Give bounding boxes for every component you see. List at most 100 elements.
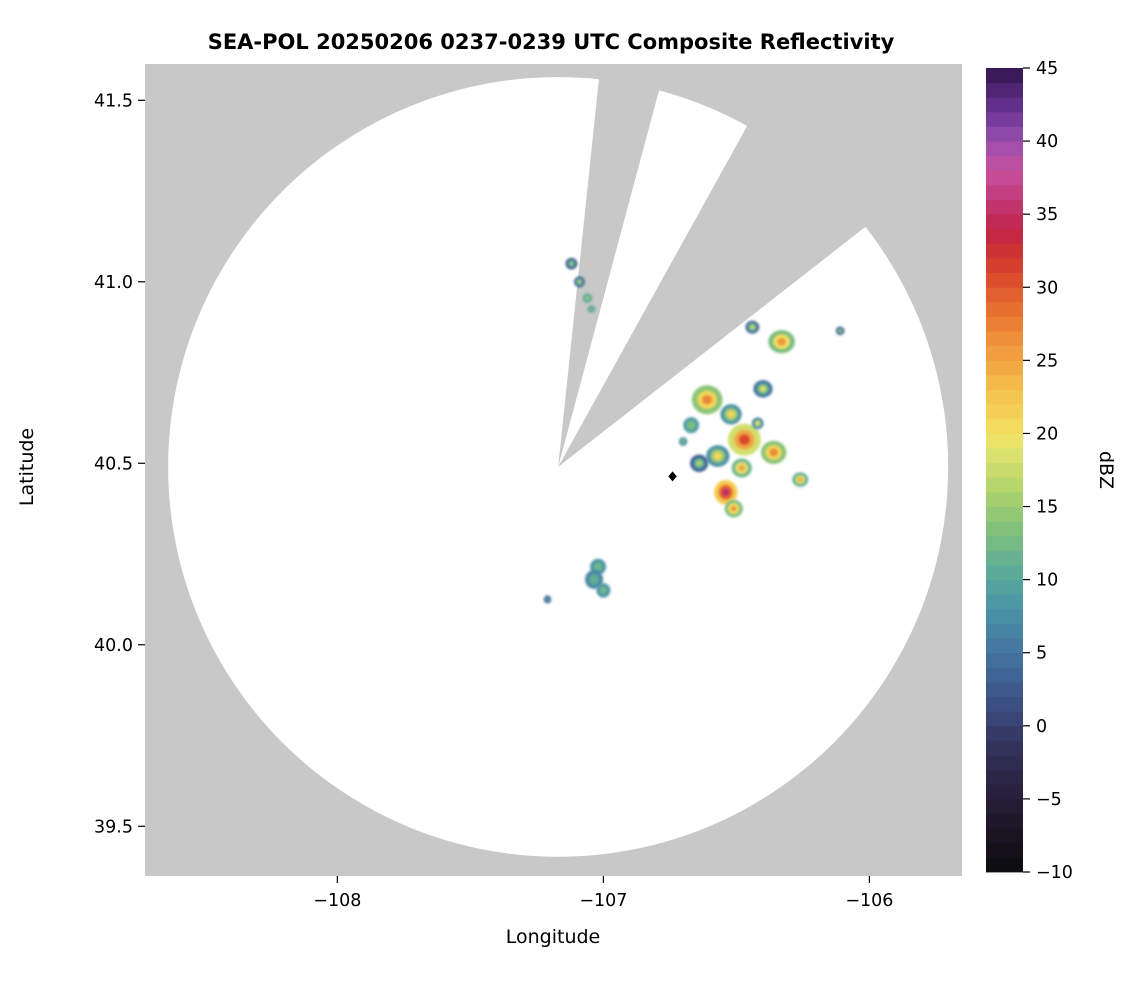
colorbar-band: [986, 418, 1023, 434]
y-axis-label: Latitude: [16, 428, 38, 506]
echo-contour: [769, 448, 778, 457]
colorbar-tick-label: 25: [1036, 351, 1058, 371]
radar-echo: [751, 417, 764, 430]
colorbar-tick-label: 45: [1036, 59, 1058, 79]
colorbar-band: [986, 740, 1023, 756]
radar-echo: [745, 320, 760, 334]
y-tick-label: 41.0: [94, 273, 133, 293]
colorbar-band: [986, 652, 1023, 668]
colorbar-band: [986, 769, 1023, 785]
radar-echo: [678, 437, 688, 446]
echo-contour: [721, 488, 730, 497]
y-tick-label: 40.5: [94, 454, 133, 474]
x-tick-label: −106: [845, 891, 893, 911]
site-marker-icon: [668, 471, 677, 482]
colorbar-band: [986, 287, 1023, 303]
radar-echo: [792, 472, 809, 487]
plot-render-root: −108 −107 −106 39.5 40.0 40.5 41.0 41.5 −10 −5 0 5 1…: [94, 59, 1073, 911]
echo-contour: [838, 329, 842, 333]
radar-echo: [585, 570, 604, 589]
colorbar-band: [986, 594, 1023, 610]
colorbar-band: [986, 725, 1023, 741]
radar-echo: [724, 499, 743, 518]
colorbar-band: [986, 155, 1023, 171]
y-tick-label: 41.5: [94, 91, 133, 111]
radar-echo: [706, 445, 730, 467]
colorbar-band: [986, 784, 1023, 800]
colorbar-band: [986, 331, 1023, 347]
echo-contour: [755, 421, 760, 426]
colorbar-band: [986, 462, 1023, 478]
colorbar-band: [986, 828, 1023, 844]
colorbar-band: [986, 345, 1023, 361]
radar-echo: [727, 423, 761, 456]
radar-echo: [835, 326, 845, 336]
colorbar-band: [986, 681, 1023, 697]
colorbar-band: [986, 565, 1023, 581]
echo-contour: [569, 261, 574, 266]
colorbar-band: [986, 448, 1023, 464]
echo-contour: [701, 394, 713, 405]
colorbar-band: [986, 857, 1023, 873]
x-tick-label: −108: [313, 891, 361, 911]
colorbar-band: [986, 491, 1023, 507]
echo-contour: [599, 586, 608, 595]
colorbar-tick-label: 30: [1036, 278, 1058, 298]
colorbar-label: dBZ: [1095, 451, 1117, 489]
colorbar-tick-label: 5: [1036, 644, 1047, 664]
echo-contour: [727, 410, 735, 418]
colorbar-band: [986, 272, 1023, 288]
colorbar-band: [986, 126, 1023, 142]
radar-echo: [760, 440, 787, 465]
colorbar-tick-label: 20: [1036, 424, 1058, 444]
colorbar-band: [986, 82, 1023, 98]
colorbar-band: [986, 141, 1023, 157]
x-axis-label: Longitude: [506, 926, 601, 948]
colorbar-tick-label: 40: [1036, 132, 1058, 152]
radar-echo: [690, 454, 709, 472]
colorbar-band: [986, 111, 1023, 127]
colorbar-band: [986, 199, 1023, 215]
colorbar-band: [986, 228, 1023, 244]
colorbar-band: [986, 389, 1023, 405]
colorbar-band: [986, 433, 1023, 449]
scan-layer: [168, 64, 962, 857]
y-tick-label: 39.5: [94, 817, 133, 837]
colorbar-band: [986, 608, 1023, 624]
echo-contour: [713, 452, 722, 460]
colorbar-band: [986, 798, 1023, 814]
echo-contour: [593, 562, 603, 572]
colorbar-band: [986, 404, 1023, 420]
colorbar-tick-label: −5: [1036, 790, 1062, 810]
colorbar-tick-label: −10: [1036, 863, 1073, 883]
echo-contour: [577, 279, 582, 284]
echo-contour: [738, 434, 750, 446]
radar-echo: [565, 257, 578, 270]
echo-contour: [738, 464, 746, 472]
colorbar-band: [986, 68, 1023, 84]
radar-echo: [587, 305, 596, 313]
colorbar-band: [986, 696, 1023, 712]
colorbar-band: [986, 214, 1023, 230]
colorbar: −10 −5 0 5 10 15 20 25 30 35 40 45: [986, 59, 1073, 883]
colorbar-band: [986, 506, 1023, 522]
colorbar-band: [986, 623, 1023, 639]
colorbar-band: [986, 842, 1023, 858]
chart-title: SEA-POL 20250206 0237-0239 UTC Composite…: [208, 30, 895, 54]
echo-contour: [797, 477, 803, 483]
colorbar-band: [986, 711, 1023, 727]
colorbar-band: [986, 97, 1023, 113]
x-tick-label: −107: [579, 891, 627, 911]
radar-echo: [574, 276, 585, 288]
radar-echo: [768, 330, 795, 354]
colorbar-band: [986, 550, 1023, 566]
radar-echo: [720, 404, 742, 425]
blocked-sector: [558, 64, 667, 467]
echo-contour: [589, 574, 600, 585]
colorbar-band: [986, 316, 1023, 332]
echo-contour: [584, 295, 591, 301]
echo-contour: [589, 307, 594, 312]
echo-contour: [750, 324, 755, 330]
colorbar-band: [986, 374, 1023, 390]
echo-contour: [730, 505, 737, 512]
